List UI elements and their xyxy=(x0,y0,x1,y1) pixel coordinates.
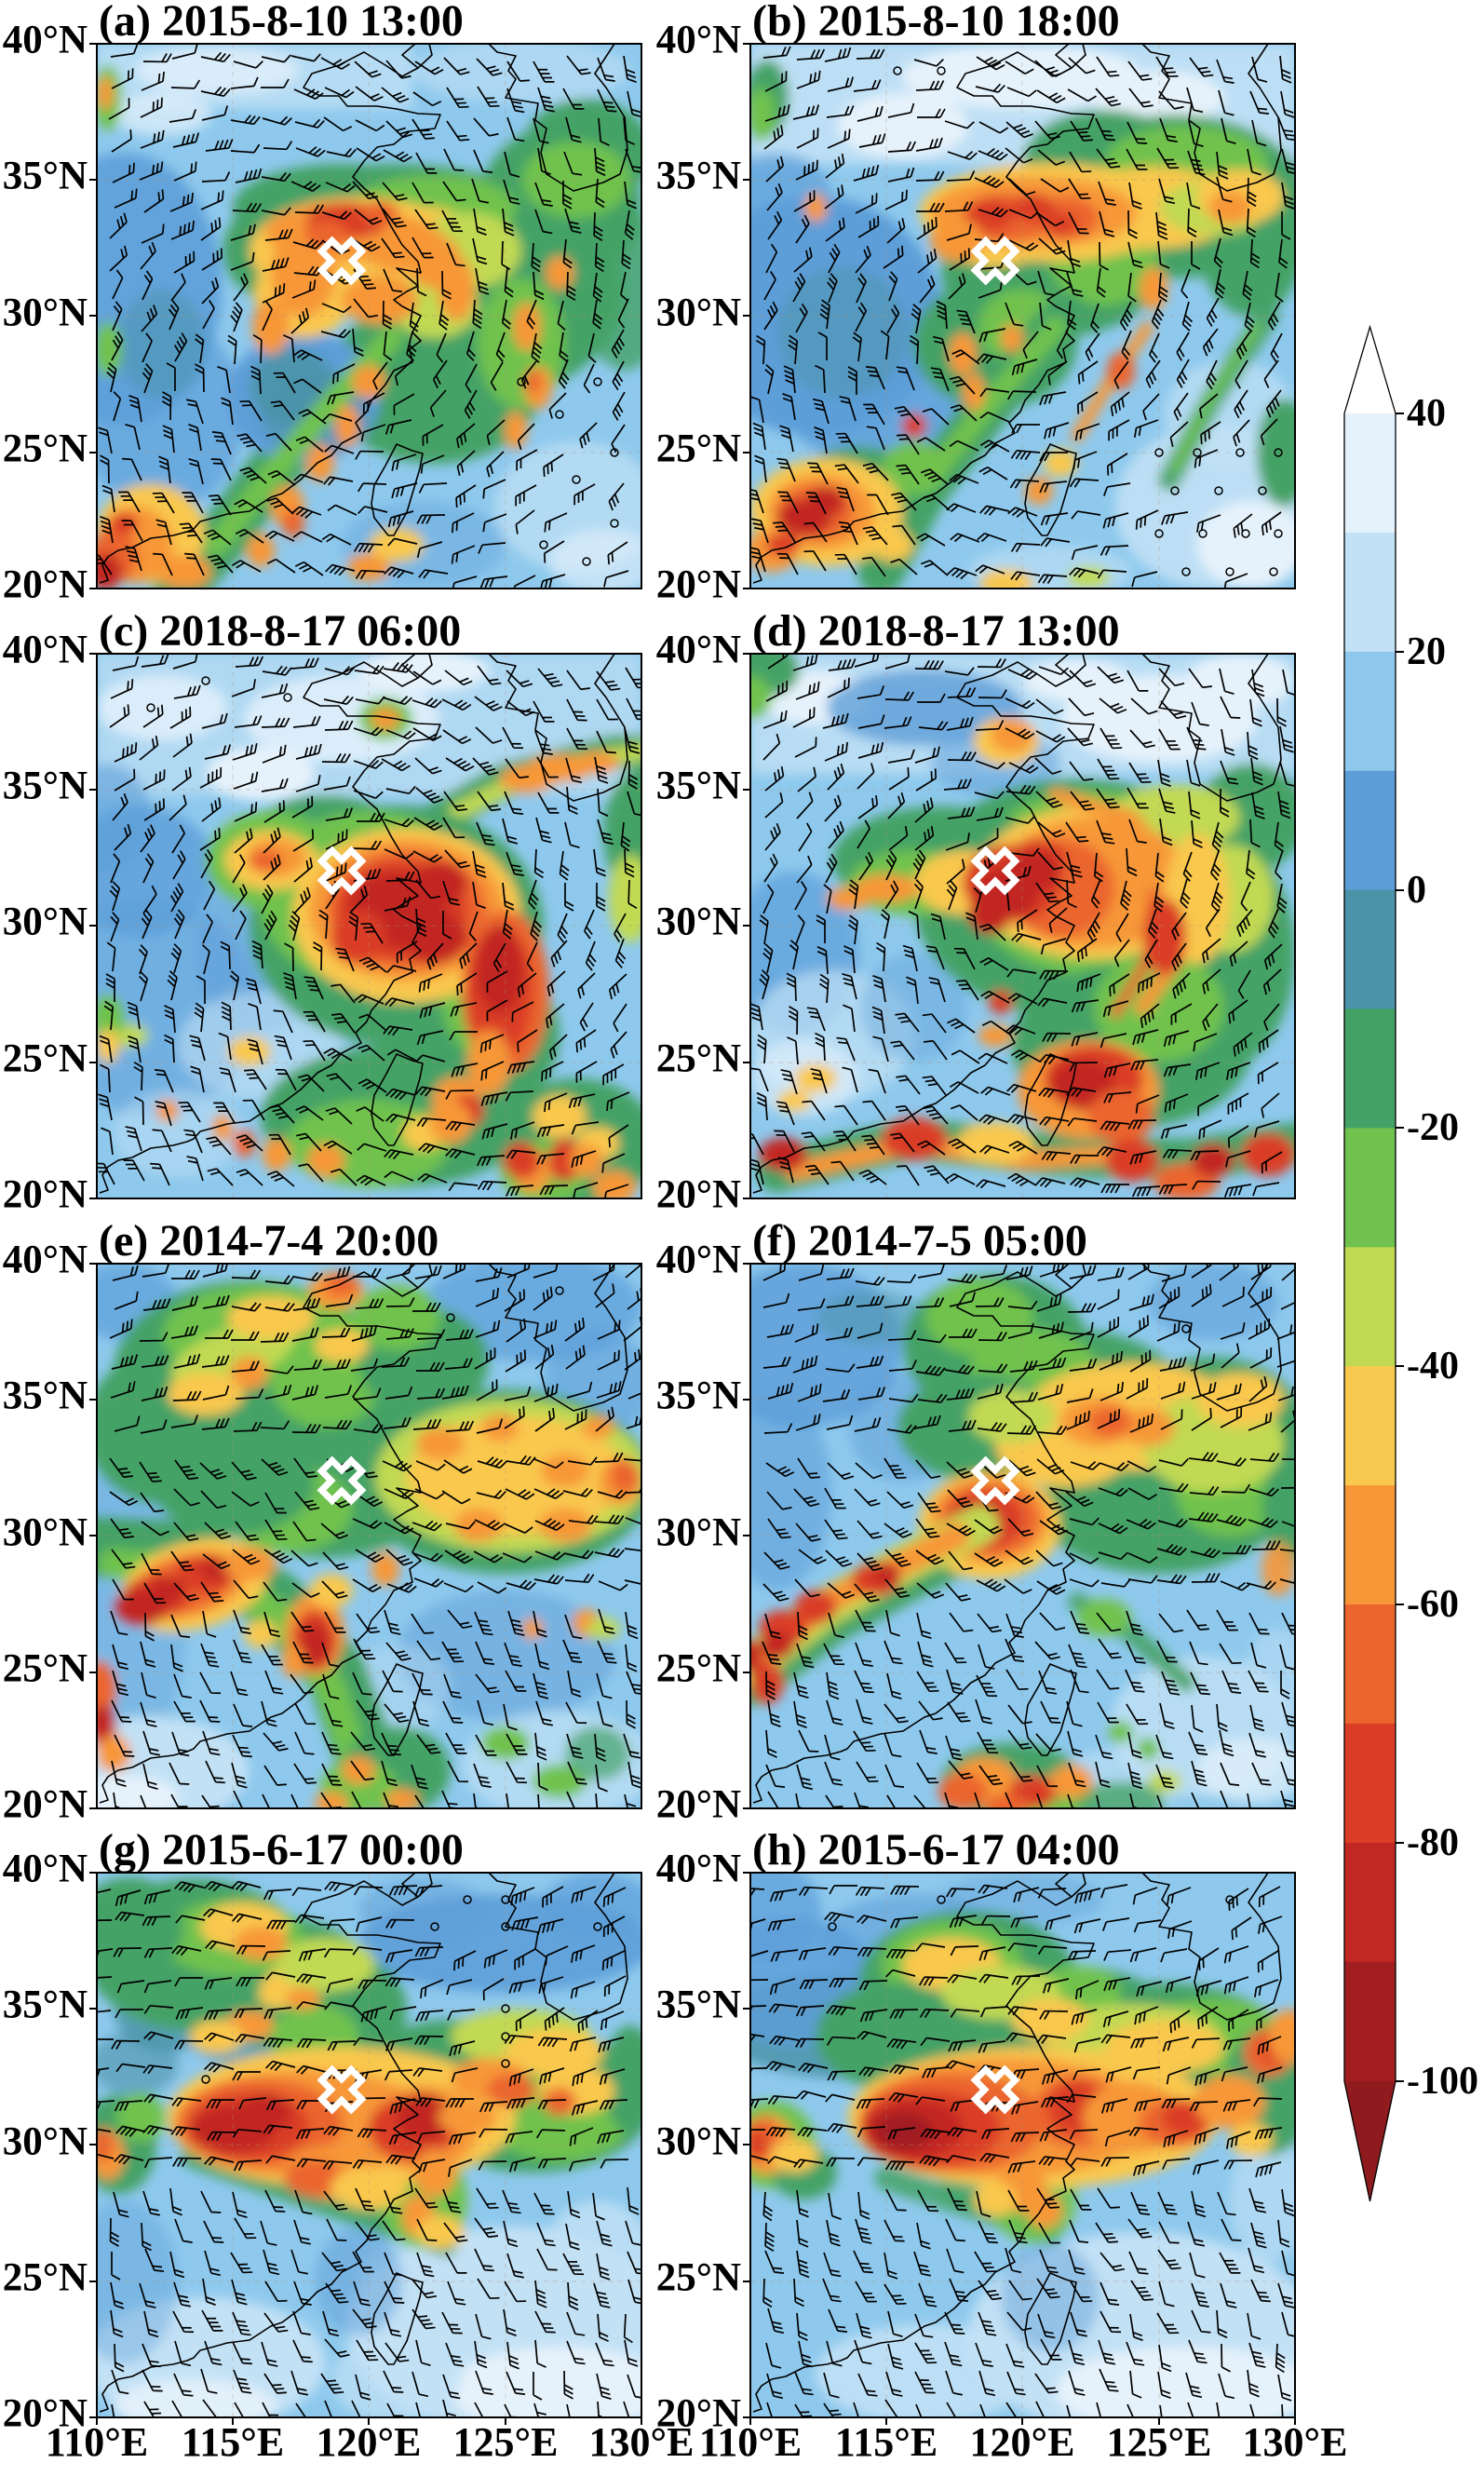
svg-text:25°N: 25°N xyxy=(656,1037,741,1081)
svg-text:35°N: 35°N xyxy=(656,1983,741,2027)
svg-text:25°N: 25°N xyxy=(3,1647,88,1691)
svg-text:35°N: 35°N xyxy=(3,155,88,198)
svg-text:(b) 2015-8-10 18:00: (b) 2015-8-10 18:00 xyxy=(752,0,1120,46)
svg-text:110°E: 110°E xyxy=(46,2419,149,2465)
svg-text:35°N: 35°N xyxy=(3,765,88,808)
svg-text:20°N: 20°N xyxy=(656,1173,741,1217)
svg-text:25°N: 25°N xyxy=(656,2256,741,2300)
svg-text:35°N: 35°N xyxy=(3,1983,88,2027)
svg-text:115°E: 115°E xyxy=(835,2419,938,2465)
svg-text:120°E: 120°E xyxy=(317,2419,422,2465)
svg-text:25°N: 25°N xyxy=(3,427,88,471)
svg-text:35°N: 35°N xyxy=(656,155,741,198)
svg-text:-20: -20 xyxy=(1407,1106,1459,1149)
svg-text:-40: -40 xyxy=(1407,1345,1459,1387)
svg-text:-60: -60 xyxy=(1407,1583,1459,1626)
svg-text:35°N: 35°N xyxy=(656,1374,741,1418)
svg-text:20°N: 20°N xyxy=(3,563,88,607)
svg-text:20°N: 20°N xyxy=(656,2392,741,2436)
svg-text:40°N: 40°N xyxy=(656,19,741,62)
svg-text:20°N: 20°N xyxy=(656,1783,741,1827)
svg-text:130°E: 130°E xyxy=(1243,2419,1348,2465)
svg-text:(d) 2018-8-17 13:00: (d) 2018-8-17 13:00 xyxy=(752,606,1120,656)
svg-text:20°N: 20°N xyxy=(3,1783,88,1827)
svg-text:25°N: 25°N xyxy=(3,1037,88,1081)
svg-text:30°N: 30°N xyxy=(3,291,88,335)
svg-text:25°N: 25°N xyxy=(656,1647,741,1691)
svg-text:30°N: 30°N xyxy=(3,2120,88,2164)
svg-text:25°N: 25°N xyxy=(656,427,741,471)
svg-text:(c) 2018-8-17 06:00: (c) 2018-8-17 06:00 xyxy=(99,606,461,656)
svg-text:30°N: 30°N xyxy=(656,900,741,944)
svg-text:-100: -100 xyxy=(1407,2060,1478,2103)
svg-text:30°N: 30°N xyxy=(656,2120,741,2164)
svg-text:40°N: 40°N xyxy=(656,1848,741,1891)
svg-text:25°N: 25°N xyxy=(3,2256,88,2300)
svg-text:125°E: 125°E xyxy=(1107,2419,1212,2465)
svg-text:130°E: 130°E xyxy=(589,2419,695,2465)
svg-text:40°N: 40°N xyxy=(3,1848,88,1891)
svg-text:(e) 2014-7-4 20:00: (e) 2014-7-4 20:00 xyxy=(99,1216,438,1266)
svg-text:(h) 2015-6-17 04:00: (h) 2015-6-17 04:00 xyxy=(752,1825,1120,1875)
svg-text:-80: -80 xyxy=(1407,1821,1459,1864)
svg-text:110°E: 110°E xyxy=(699,2419,803,2465)
svg-text:40°N: 40°N xyxy=(3,629,88,672)
svg-text:0: 0 xyxy=(1407,869,1426,912)
svg-text:20°N: 20°N xyxy=(3,2392,88,2436)
svg-text:125°E: 125°E xyxy=(453,2419,559,2465)
svg-text:40°N: 40°N xyxy=(3,1238,88,1282)
svg-text:40°N: 40°N xyxy=(656,629,741,672)
svg-text:35°N: 35°N xyxy=(3,1374,88,1418)
svg-text:115°E: 115°E xyxy=(182,2419,285,2465)
svg-text:(f) 2014-7-5 05:00: (f) 2014-7-5 05:00 xyxy=(752,1216,1087,1266)
svg-text:20°N: 20°N xyxy=(656,563,741,607)
svg-text:30°N: 30°N xyxy=(3,900,88,944)
svg-text:40°N: 40°N xyxy=(3,19,88,62)
svg-text:40: 40 xyxy=(1407,392,1446,435)
svg-text:30°N: 30°N xyxy=(656,291,741,335)
svg-text:20°N: 20°N xyxy=(3,1173,88,1217)
svg-text:35°N: 35°N xyxy=(656,765,741,808)
svg-text:(a) 2015-8-10 13:00: (a) 2015-8-10 13:00 xyxy=(99,0,464,46)
svg-text:30°N: 30°N xyxy=(3,1511,88,1555)
svg-text:40°N: 40°N xyxy=(656,1238,741,1282)
svg-text:30°N: 30°N xyxy=(656,1511,741,1555)
svg-text:120°E: 120°E xyxy=(970,2419,1075,2465)
svg-text:20: 20 xyxy=(1407,630,1446,673)
svg-text:(g) 2015-6-17 00:00: (g) 2015-6-17 00:00 xyxy=(99,1825,464,1875)
